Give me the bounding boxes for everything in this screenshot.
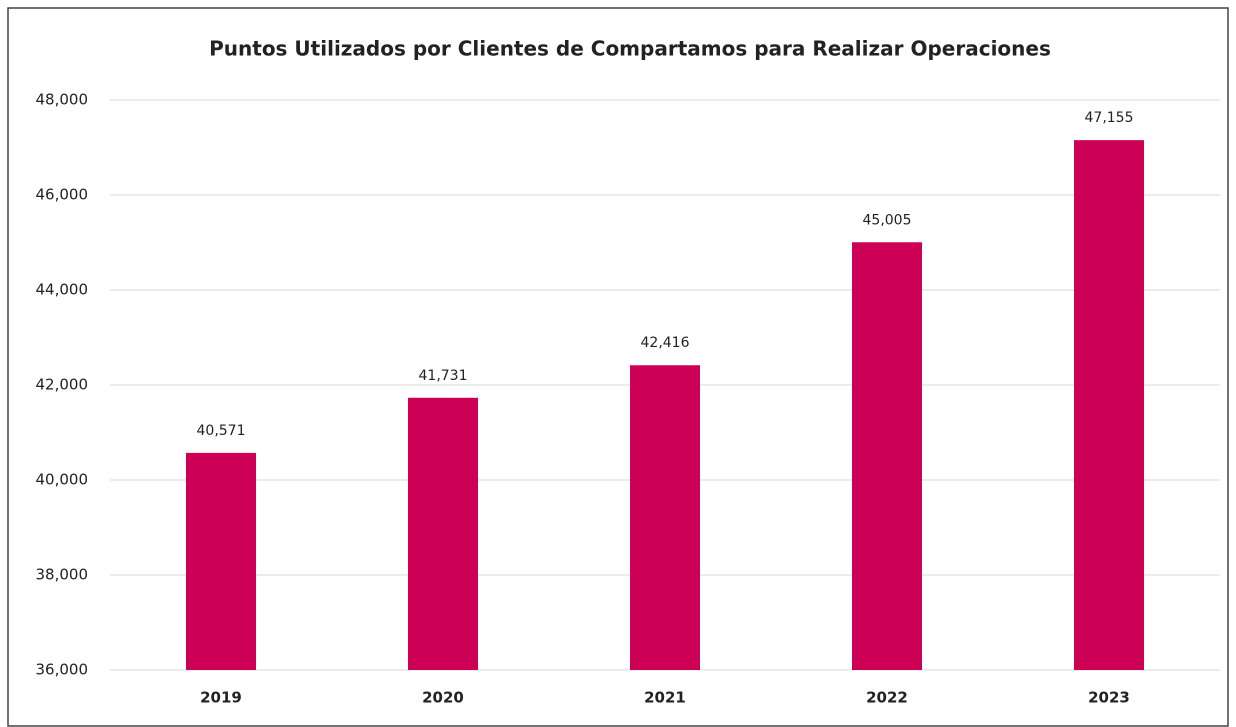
chart-title: Puntos Utilizados por Clientes de Compar…: [209, 37, 1051, 61]
y-tick-label: 44,000: [36, 281, 89, 299]
bar: [630, 365, 700, 670]
bar: [408, 397, 478, 670]
x-tick-label: 2019: [200, 689, 242, 707]
y-tick-label: 38,000: [36, 566, 89, 584]
data-label: 41,731: [419, 368, 468, 384]
data-label: 42,416: [641, 335, 690, 351]
y-tick-label: 46,000: [36, 186, 89, 204]
data-label: 40,571: [197, 423, 246, 439]
y-tick-label: 40,000: [36, 471, 89, 489]
x-tick-label: 2020: [422, 689, 464, 707]
data-label: 45,005: [863, 212, 912, 228]
y-tick-label: 36,000: [36, 661, 89, 679]
y-tick-label: 42,000: [36, 376, 89, 394]
x-tick-label: 2023: [1088, 689, 1130, 707]
bar: [1074, 140, 1144, 670]
bar: [852, 242, 922, 670]
bar: [186, 452, 256, 670]
data-label: 47,155: [1085, 110, 1134, 126]
x-tick-label: 2022: [866, 689, 908, 707]
x-tick-label: 2021: [644, 689, 686, 707]
y-tick-label: 48,000: [36, 91, 89, 109]
